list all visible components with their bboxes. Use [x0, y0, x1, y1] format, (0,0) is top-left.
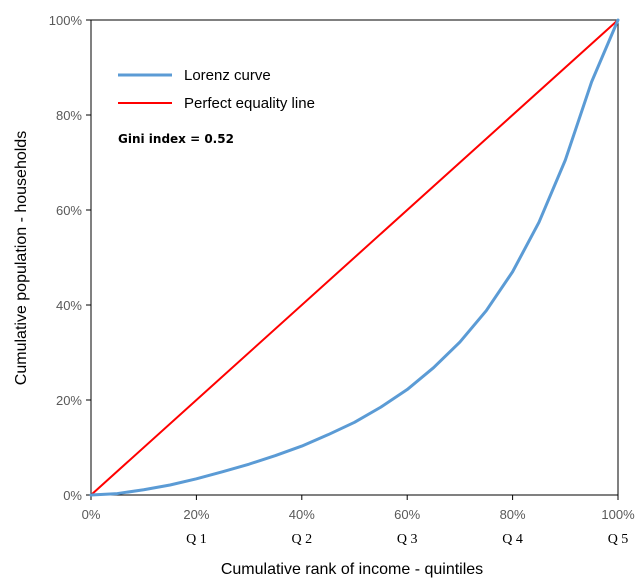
x-tick-label: 20% — [183, 507, 209, 522]
y-tick-label: 60% — [56, 203, 82, 218]
quintile-label: Q 4 — [502, 532, 523, 547]
y-tick-label: 0% — [63, 488, 82, 503]
x-tick-label: 0% — [82, 507, 101, 522]
series-layer — [89, 18, 620, 497]
gini-annotation: Gini index = 0.52 — [118, 132, 234, 146]
plot-area — [90, 19, 619, 496]
plot-border — [90, 19, 619, 496]
quintile-label: Q 2 — [291, 532, 312, 547]
x-tick-label: 80% — [500, 507, 526, 522]
legend: Lorenz curve Perfect equality line — [118, 67, 315, 112]
legend-label-equality: Perfect equality line — [184, 95, 315, 112]
quintile-label: Q 5 — [608, 532, 629, 547]
quintile-label: Q 3 — [397, 532, 418, 547]
x-axis-title: Cumulative rank of income - quintiles — [221, 561, 483, 578]
x-tick-label: 60% — [394, 507, 420, 522]
y-tick-label: 40% — [56, 298, 82, 313]
x-tick-label: 100% — [601, 507, 635, 522]
y-axis-ticks: 0% 20% 40% 60% 80% 100% — [49, 13, 91, 503]
quintile-label: Q 1 — [186, 532, 207, 547]
legend-label-lorenz: Lorenz curve — [184, 67, 271, 84]
perfect-equality-line — [90, 19, 619, 496]
y-tick-label: 80% — [56, 108, 82, 123]
y-tick-label: 100% — [49, 13, 83, 28]
lorenz-curve-line — [89, 18, 620, 497]
x-tick-label: 40% — [289, 507, 315, 522]
x-axis-ticks: 0% 20% 40% 60% 80% 100% — [82, 495, 635, 522]
quintile-labels: Q 1 Q 2 Q 3 Q 4 Q 5 — [186, 532, 628, 547]
y-tick-label: 20% — [56, 393, 82, 408]
y-axis-title: Cumulative population - households — [13, 131, 30, 385]
